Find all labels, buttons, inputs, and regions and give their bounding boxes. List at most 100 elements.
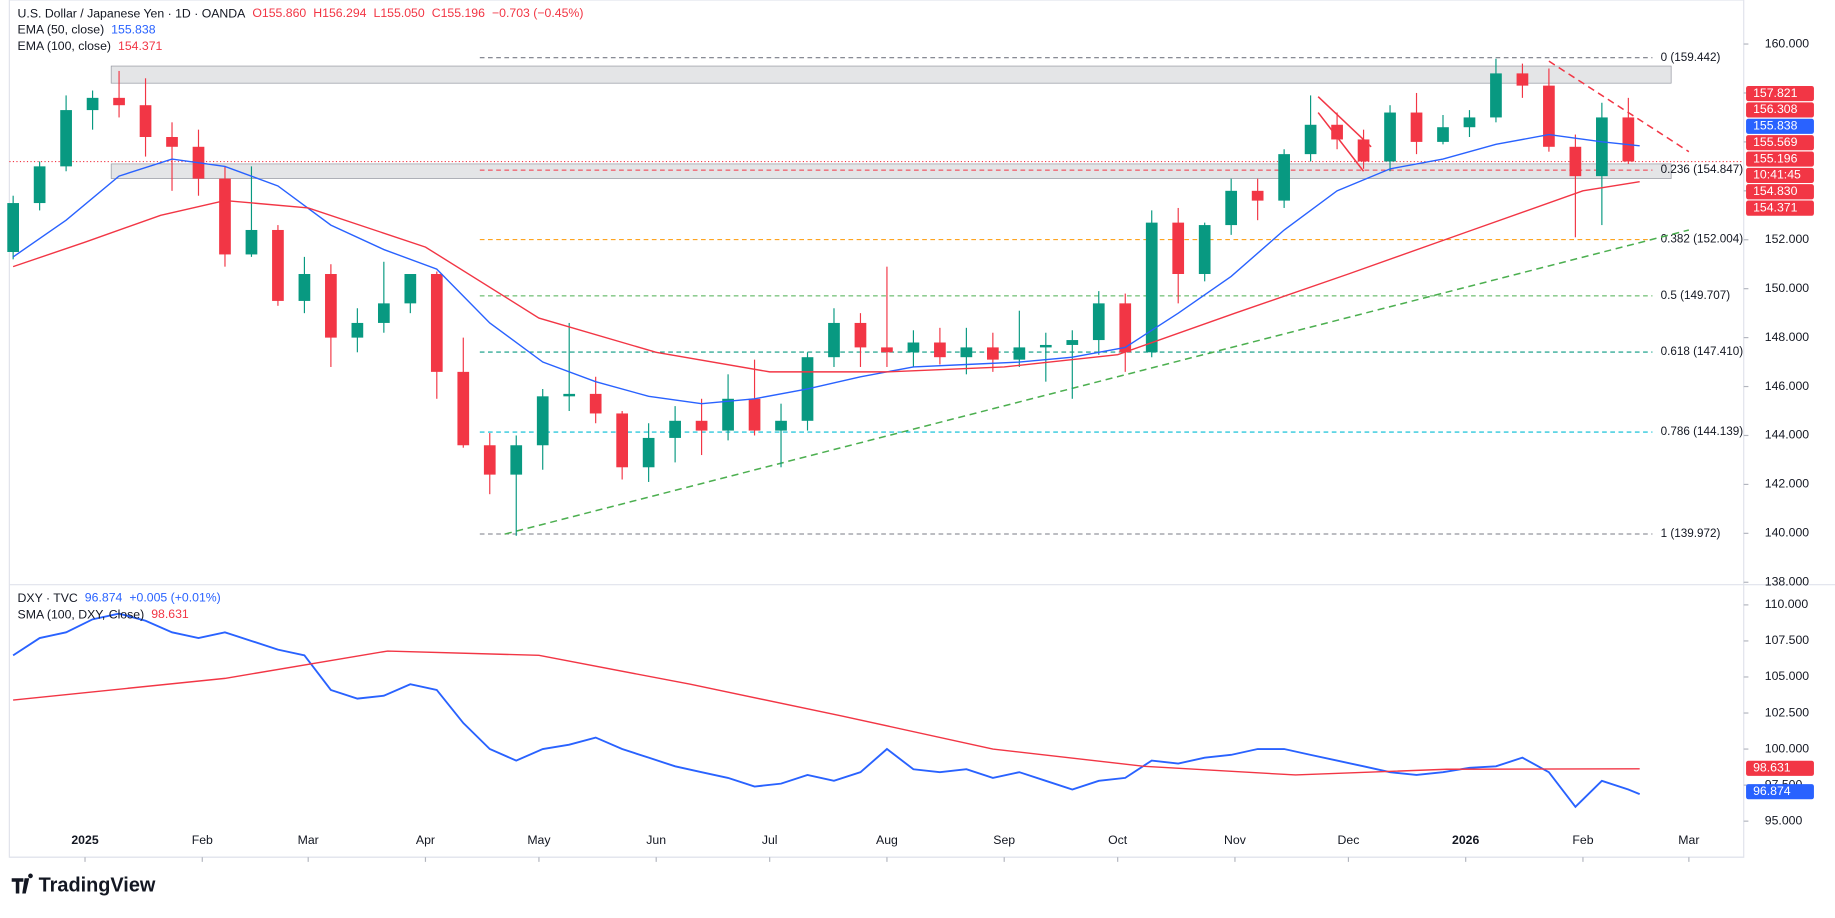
y-tick-label: 102.500 xyxy=(1765,705,1810,719)
candle-body xyxy=(7,203,19,252)
candle-body xyxy=(351,322,364,338)
y-tick-label: 100.000 xyxy=(1765,741,1810,755)
x-tick-label: 2025 xyxy=(71,833,98,847)
quote-value: L155.050 xyxy=(374,6,425,20)
price-badge-label: 157.821 xyxy=(1753,86,1798,100)
candle-body xyxy=(1013,347,1026,360)
candle-body xyxy=(1463,117,1476,128)
candle-body xyxy=(166,137,178,147)
candle-body xyxy=(775,420,787,431)
candle-body xyxy=(1410,112,1423,142)
x-tick-label: Dec xyxy=(1338,833,1360,847)
price-badge xyxy=(1746,167,1814,184)
candle-body xyxy=(245,229,258,255)
y-tick-label: 105.000 xyxy=(1765,669,1810,683)
candle-body xyxy=(722,398,734,431)
x-tick-label: Jul xyxy=(762,833,778,847)
candle-body xyxy=(669,420,681,438)
trendline xyxy=(1317,112,1365,172)
price-badge xyxy=(1746,85,1814,102)
candle-body xyxy=(377,303,390,323)
price-badge xyxy=(1746,151,1814,167)
price-badge xyxy=(1746,784,1814,800)
x-tick-label: 2026 xyxy=(1452,833,1479,847)
trendline xyxy=(504,229,1690,535)
fib-label: 0.382 (152.004) xyxy=(1661,233,1744,246)
candle-body xyxy=(60,110,72,167)
y-tick-label: 144.000 xyxy=(1765,428,1810,442)
candle-body xyxy=(325,274,337,338)
candle-body xyxy=(1066,340,1079,345)
x-tick-label: Sep xyxy=(993,833,1015,847)
candle-body xyxy=(881,347,893,353)
y-tick-label: 160.000 xyxy=(1765,36,1810,50)
candle-body xyxy=(536,396,549,446)
candle-body xyxy=(1145,222,1158,353)
x-tick-label: May xyxy=(527,833,551,847)
price-badge-label: 156.308 xyxy=(1753,102,1798,116)
quote-value: 154.371 xyxy=(118,39,163,53)
zone xyxy=(110,65,1672,84)
price-badge-label: 96.874 xyxy=(1753,784,1791,798)
y-tick-label: 142.000 xyxy=(1765,477,1810,491)
quote-value: O155.860 xyxy=(252,6,306,20)
trendline xyxy=(1317,96,1372,148)
price-badge-label: 98.631 xyxy=(1753,761,1791,775)
quote-value: C155.196 xyxy=(432,6,485,20)
trendline xyxy=(1548,60,1690,153)
quote-value: 155.838 xyxy=(111,23,156,37)
series-line xyxy=(13,650,1640,776)
chart-layer: 138.000 140.000 142.000 144.000 146.000 148.0… xyxy=(7,23,1814,862)
candle-body xyxy=(1543,85,1555,147)
series-line xyxy=(12,612,1641,809)
fib-label: 0 (159.442) xyxy=(1661,51,1721,64)
candle-body xyxy=(1172,222,1185,275)
x-tick-label: Jun xyxy=(646,833,666,847)
price-badge-label: 155.196 xyxy=(1753,151,1798,165)
brand-logo xyxy=(11,873,33,894)
candle-body xyxy=(404,274,417,304)
quote-value: H156.294 xyxy=(313,6,366,20)
candle-body xyxy=(934,342,946,358)
price-badge xyxy=(1746,102,1814,118)
symbol-title: U.S. Dollar / Japanese Yen · 1D · OANDA O… xyxy=(18,6,584,20)
candle-body xyxy=(1119,303,1132,353)
candle-body xyxy=(1092,303,1105,341)
price-badge xyxy=(1746,135,1814,151)
y-tick-label: 140.000 xyxy=(1765,526,1810,540)
candle-body xyxy=(1039,344,1052,348)
candle-body xyxy=(1437,127,1449,142)
price-badge-label: 155.838 xyxy=(1753,119,1798,133)
fib-label: 0.618 (147.410) xyxy=(1661,345,1744,358)
candle-body xyxy=(430,274,443,372)
fib-label: 1 (139.972) xyxy=(1661,527,1721,540)
y-tick-label: 95.000 xyxy=(1765,813,1803,827)
candle-body xyxy=(483,445,496,475)
candle-body xyxy=(1251,190,1264,201)
y-tick-label: 152.000 xyxy=(1765,232,1810,246)
candle-body xyxy=(748,398,761,431)
candle-body xyxy=(1198,225,1211,275)
x-tick-label: Oct xyxy=(1108,833,1128,847)
fib-label: 0.786 (144.139) xyxy=(1661,425,1744,438)
fib-label: 0.236 (154.847) xyxy=(1661,163,1744,176)
x-tick-label: Mar xyxy=(298,833,319,847)
candle-body xyxy=(642,437,655,468)
price-badge xyxy=(1746,184,1814,200)
candle-body xyxy=(854,322,867,348)
y-tick-label: 138.000 xyxy=(1765,575,1810,589)
x-tick-label: Nov xyxy=(1224,833,1247,847)
candle-body xyxy=(113,97,125,106)
candle-body xyxy=(1331,124,1343,140)
header: U.S. Dollar / Japanese Yen · 1D · OANDA O… xyxy=(18,6,584,605)
candle-body xyxy=(1225,190,1238,226)
price-badge-label: 10:41:45 xyxy=(1753,168,1801,182)
price-badge xyxy=(1746,200,1814,216)
x-tick-label: Feb xyxy=(1572,833,1593,847)
candle-body xyxy=(1569,146,1582,177)
candle-body xyxy=(457,371,470,446)
quote-value: −0.703 (−0.45%) xyxy=(492,6,583,20)
candle-body xyxy=(960,347,973,358)
